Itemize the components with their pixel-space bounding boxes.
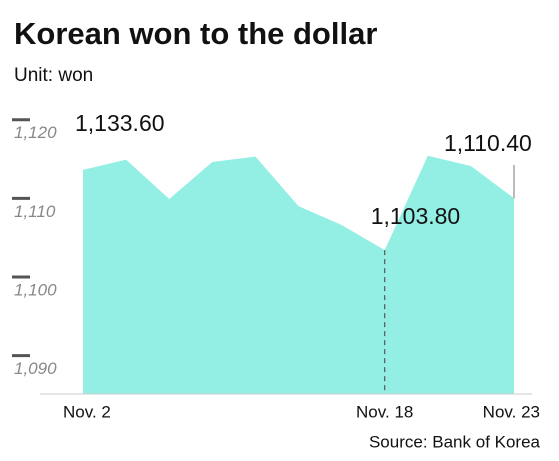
- y-tick-label: 1,110: [14, 202, 56, 221]
- x-tick-label: Nov. 23: [483, 402, 540, 421]
- y-tick-label: 1,120: [14, 123, 57, 142]
- annotation: 1,103.80: [371, 203, 461, 229]
- chart-title: Korean won to the dollar: [14, 16, 377, 51]
- annotation: 1,110.40: [444, 130, 532, 156]
- y-tick-label: 1,100: [14, 280, 57, 299]
- area: [83, 155, 514, 394]
- x-tick-label: Nov. 2: [63, 402, 111, 421]
- chart-subtitle: Unit: won: [14, 65, 93, 86]
- x-tick-label: Nov. 18: [356, 402, 413, 421]
- source: Source: Bank of Korea: [369, 432, 541, 451]
- annotation: 1,133.60: [75, 110, 165, 136]
- y-tick-label: 1,090: [14, 359, 57, 378]
